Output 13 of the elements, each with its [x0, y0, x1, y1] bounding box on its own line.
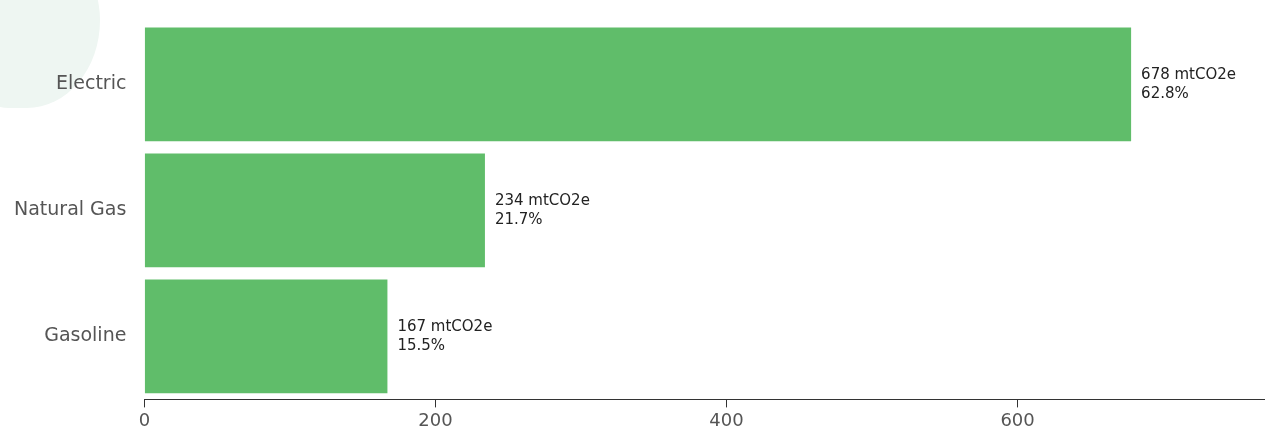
bar: [144, 279, 388, 394]
x-tick-label: 0: [138, 408, 151, 430]
x-tick-label: 600: [1000, 408, 1035, 430]
y-tick-label: Natural Gas: [14, 197, 127, 220]
x-tick-label: 400: [709, 408, 744, 430]
data-label: 678 mtCO2e 62.8%: [1141, 64, 1237, 102]
x-tick-label: 200: [418, 408, 453, 430]
bar: [144, 27, 1132, 142]
y-tick-label: Electric: [55, 71, 127, 94]
y-tick-label: Gasoline: [44, 323, 127, 346]
bar: [144, 153, 485, 268]
data-label: 167 mtCO2e 15.5%: [397, 316, 493, 354]
data-label: 234 mtCO2e 21.7%: [494, 190, 590, 228]
